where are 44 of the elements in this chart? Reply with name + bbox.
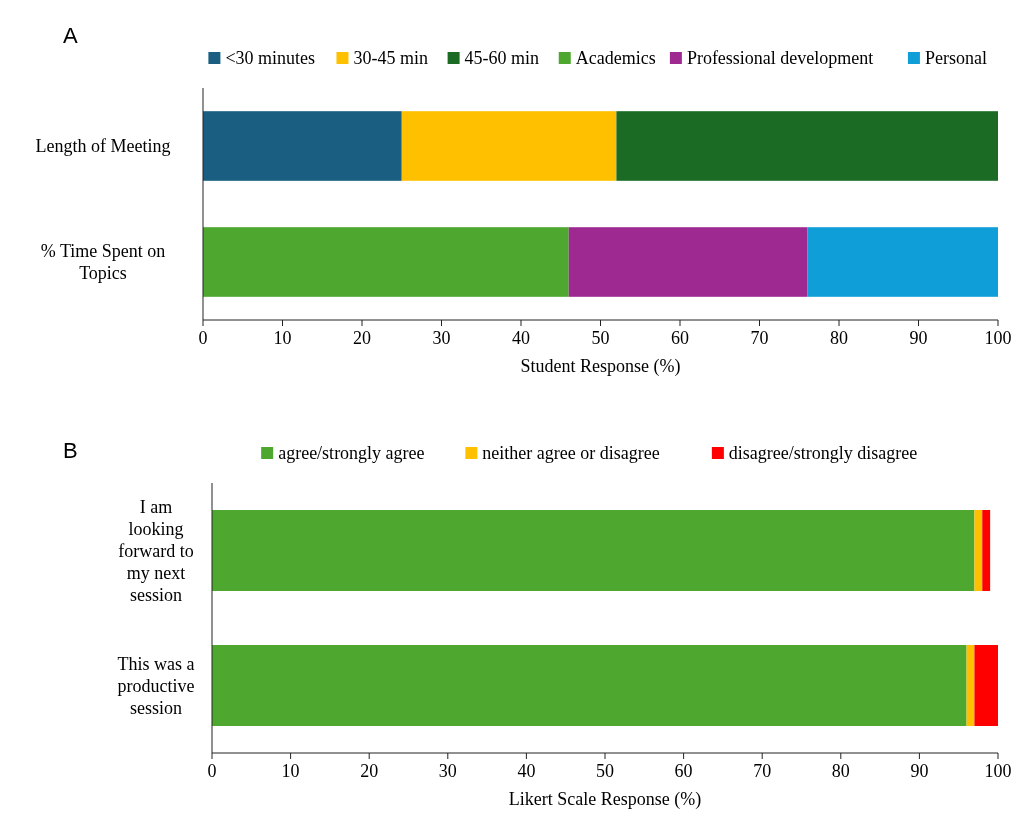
x-tick-label: 50 [591, 328, 610, 348]
bar [982, 510, 991, 591]
x-tick-label: 10 [273, 328, 292, 348]
legend-label: 45-60 min [464, 48, 540, 69]
legend-label: Professional development [686, 48, 874, 69]
legend-label: <30 minutes [225, 48, 316, 69]
x-axis-title: Likert Scale Response (%) [508, 789, 702, 810]
x-tick-label: 50 [596, 761, 614, 781]
legend-label: neither agree or disagree [482, 443, 660, 464]
x-tick-label: 60 [674, 761, 693, 781]
x-tick-label: 40 [517, 761, 536, 781]
x-axis-title: Student Response (%) [520, 356, 681, 377]
x-tick-label: 70 [753, 761, 772, 781]
x-tick-label: 40 [512, 328, 530, 348]
x-tick-label: 100 [984, 761, 1012, 781]
legend-label: Academics [575, 48, 656, 69]
x-tick-label: 0 [207, 761, 217, 781]
y-tick-label: Length of Meeting [35, 136, 171, 157]
x-tick-label: 70 [750, 328, 769, 348]
legend-label: 30-45 min [353, 48, 428, 69]
legend-label: disagree/strongly disagree [728, 443, 918, 464]
x-tick-label: 0 [198, 328, 208, 348]
y-tick-label: % Time Spent on Topics [40, 241, 166, 284]
y-tick-label: This was a productive session [117, 653, 195, 718]
chart-title: B [63, 438, 78, 463]
x-tick-label: 30 [438, 761, 457, 781]
chart-title: A [63, 23, 78, 48]
x-tick-label: 60 [671, 328, 689, 348]
bar [212, 645, 967, 726]
y-tick-label: I am looking forward to my next session [118, 496, 194, 605]
x-tick-label: 30 [432, 328, 451, 348]
x-tick-label: 80 [830, 328, 848, 348]
x-tick-label: 80 [831, 761, 850, 781]
x-tick-label: 100 [984, 328, 1012, 348]
legend-label: agree/strongly agree [278, 443, 425, 464]
bar [974, 645, 998, 726]
x-tick-label: 90 [909, 328, 928, 348]
legend-label: Personal [924, 48, 987, 69]
x-tick-label: 90 [910, 761, 929, 781]
bar [212, 510, 975, 591]
x-tick-label: 20 [353, 328, 371, 348]
x-tick-label: 20 [360, 761, 379, 781]
x-tick-label: 10 [281, 761, 300, 781]
bar [974, 510, 983, 591]
